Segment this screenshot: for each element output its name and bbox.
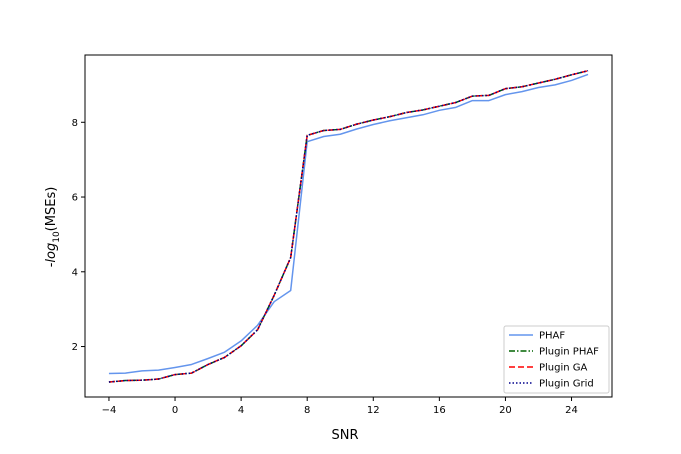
legend-label: Plugin Grid [539, 379, 594, 390]
y-axis-label: -log10(MSEs) [44, 187, 62, 268]
legend-label: PHAF [539, 331, 565, 342]
y-axis-label-subscript: 10 [52, 231, 62, 243]
y-axis-label-prefix: - [44, 262, 59, 267]
x-tick-label: 8 [304, 405, 310, 416]
x-tick-label: 0 [172, 405, 178, 416]
x-axis: −4 0 4 8 12 16 20 24 [102, 397, 578, 416]
legend: PHAF Plugin PHAF Plugin GA Plugin Grid [503, 325, 610, 394]
series-line-3 [108, 69, 589, 383]
y-tick-label: 6 [72, 193, 78, 204]
x-tick-label: 16 [433, 405, 446, 416]
x-tick-label: 24 [565, 405, 578, 416]
y-axis: 2 4 6 8 [72, 118, 85, 353]
y-tick-label: 4 [72, 267, 78, 278]
x-axis-label: SNR [331, 428, 358, 443]
x-tick-label: 12 [367, 405, 380, 416]
legend-label: Plugin PHAF [539, 347, 599, 358]
legend-frame [503, 325, 610, 394]
y-tick-label: 2 [72, 342, 78, 353]
series-layer [108, 69, 589, 383]
y-axis-label-func: log [44, 243, 59, 263]
legend-label: Plugin GA [539, 363, 588, 374]
plot-area [108, 69, 589, 383]
x-tick-label: −4 [102, 405, 117, 416]
series-line-2 [108, 69, 589, 383]
y-axis-label-suffix: (MSEs) [44, 187, 59, 232]
plot-frame [84, 54, 613, 398]
y-tick-label: 8 [72, 118, 78, 129]
x-tick-label: 20 [499, 405, 512, 416]
x-tick-label: 4 [238, 405, 244, 416]
series-line-0 [108, 73, 589, 375]
